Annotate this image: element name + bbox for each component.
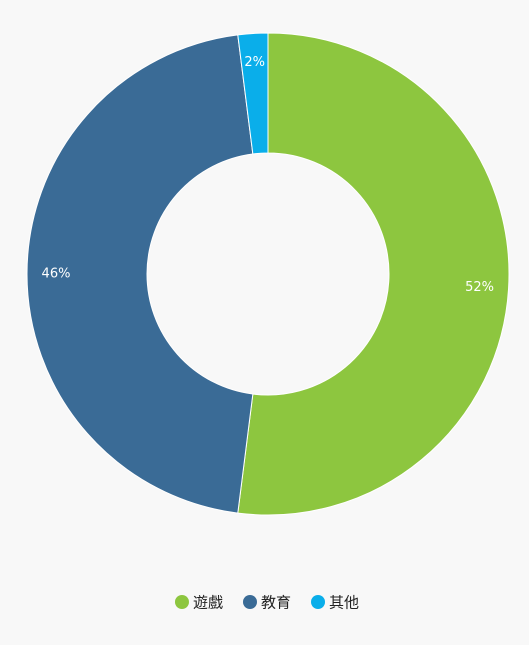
donut-slice[interactable] bbox=[26, 34, 254, 514]
legend-marker[interactable] bbox=[174, 595, 189, 609]
legend-marker[interactable] bbox=[242, 595, 257, 609]
legend-marker[interactable] bbox=[311, 595, 326, 609]
donut-slice[interactable] bbox=[237, 32, 510, 516]
donut-slice[interactable] bbox=[237, 32, 269, 155]
legend-label[interactable]: 其他 bbox=[329, 594, 359, 612]
legend-label[interactable]: 遊戲 bbox=[193, 594, 223, 612]
value-label: 52% bbox=[465, 280, 494, 295]
legend-label[interactable]: 教育 bbox=[261, 594, 291, 612]
value-label: 2% bbox=[244, 55, 265, 70]
value-label: 46% bbox=[42, 267, 71, 282]
